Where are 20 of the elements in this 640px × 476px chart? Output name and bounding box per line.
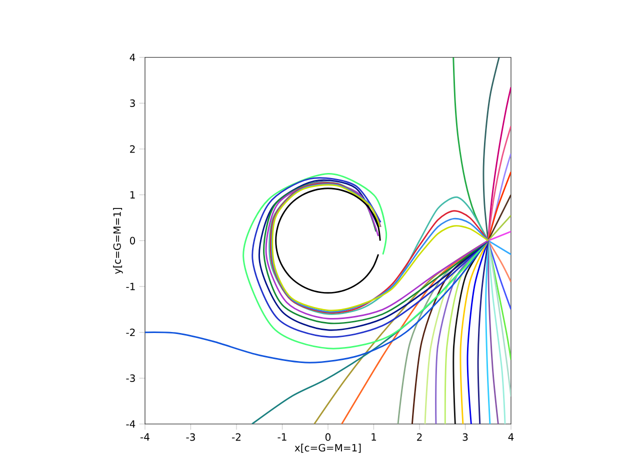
y-tick-label: 0 xyxy=(130,236,136,244)
y-tick-label: 4 xyxy=(130,54,136,61)
x-tick-label: -4 xyxy=(140,433,150,441)
x-tick-label: -2 xyxy=(232,433,240,441)
y-tick-label: 3 xyxy=(130,99,135,107)
y-axis-title: y[c=G=M=1] xyxy=(113,208,123,274)
x-tick-label: 4 xyxy=(508,433,514,441)
x-axis-title: x[c=G=M=1] xyxy=(294,444,361,453)
y-tick-label: -4 xyxy=(126,420,136,428)
x-tick-label: -3 xyxy=(186,433,195,441)
x-tick-label: 2 xyxy=(417,433,422,441)
y-tick-label: 1 xyxy=(130,191,135,198)
x-tick-label: 3 xyxy=(462,433,468,441)
x-tick-label: 1 xyxy=(372,433,376,441)
y-tick-label: 2 xyxy=(130,145,135,153)
y-tick-label: -1 xyxy=(126,282,135,290)
x-tick-label: -1 xyxy=(278,433,286,441)
y-tick-label: -3 xyxy=(126,374,135,382)
y-tick-label: -2 xyxy=(126,328,135,336)
x-tick-label: 0 xyxy=(325,433,331,441)
